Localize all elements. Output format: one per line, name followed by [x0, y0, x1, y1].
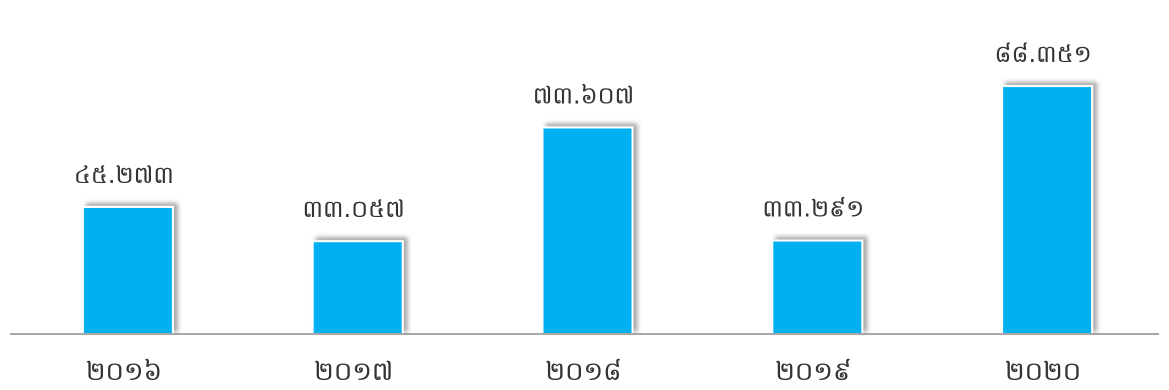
data-label-4: ៨៨.៣៥១	[994, 40, 1091, 68]
data-label-3: ៣៣.២៩១	[762, 195, 864, 223]
x-tick-label-3: ២០១៩	[775, 357, 851, 387]
data-label-0: ៤៥.២៧៣	[74, 161, 174, 189]
x-tick-label-4: ២០២០	[1005, 357, 1081, 387]
x-axis-ticks: ២០១៦ ២០១៧ ២០១៨ ២០១៩ ២០២០	[86, 357, 1081, 387]
x-tick-label-1: ២០១៧	[314, 357, 393, 387]
data-label-2: ៧៣.៦០៧	[533, 81, 635, 109]
bar-4	[1001, 85, 1094, 335]
bar-0	[81, 205, 174, 336]
data-label-1: ៣៣.០៥៧	[303, 195, 405, 223]
x-tick-label-2: ២០១៨	[545, 357, 621, 387]
bar-1	[311, 240, 404, 335]
bar-2	[541, 126, 634, 335]
x-tick-label-0: ២០១៦	[86, 357, 162, 387]
bar-3	[771, 239, 864, 336]
bars-layer	[81, 85, 1094, 336]
